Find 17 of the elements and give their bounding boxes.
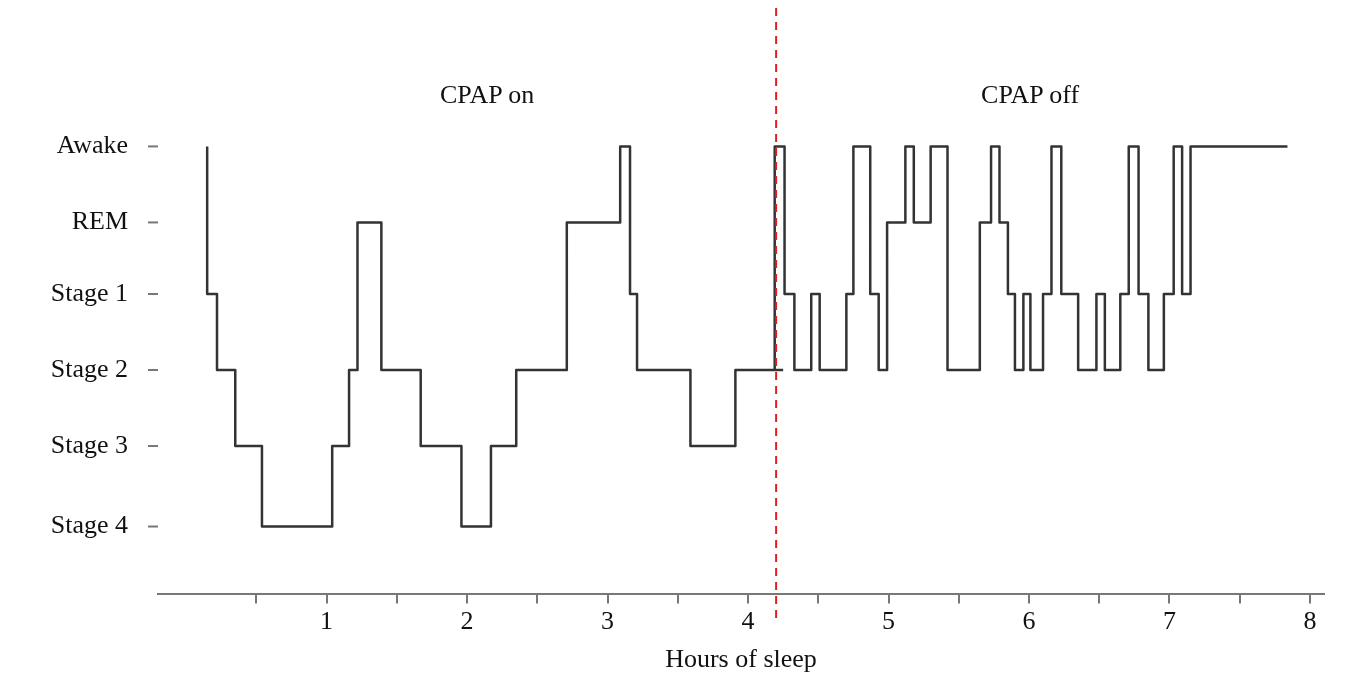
x-tick-label: 7 bbox=[1162, 606, 1176, 636]
text: Stage 1 bbox=[50, 277, 128, 307]
x-tick-label: 2 bbox=[460, 606, 474, 636]
text: CPAP off bbox=[981, 79, 1080, 109]
x-tick-label: 8 bbox=[1303, 606, 1317, 636]
text: Stage 2 bbox=[50, 353, 128, 383]
text: CPAP on bbox=[439, 79, 535, 109]
x-axis-title: Hours of sleep bbox=[665, 644, 817, 674]
x-tick-label: 3 bbox=[601, 606, 615, 636]
x-tick-label: 4 bbox=[741, 606, 755, 636]
text: Stage 3 bbox=[50, 429, 128, 459]
x-tick-label: 1 bbox=[320, 606, 334, 636]
text: Stage 4 bbox=[50, 510, 128, 540]
x-tick-label: 6 bbox=[1022, 606, 1036, 636]
text: Awake bbox=[56, 130, 128, 160]
text: REM bbox=[71, 206, 128, 236]
x-tick-label: 5 bbox=[882, 606, 896, 636]
